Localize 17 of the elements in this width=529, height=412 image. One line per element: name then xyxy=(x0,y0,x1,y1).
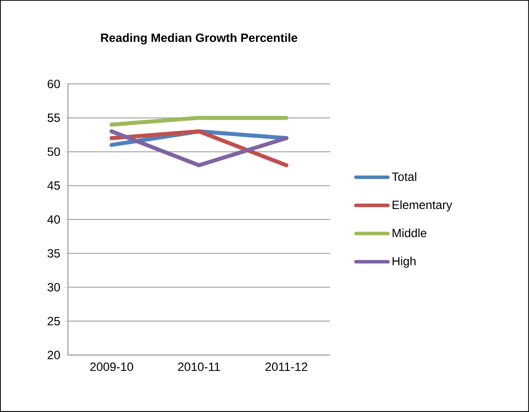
legend-label: Middle xyxy=(392,228,426,238)
chart-title: Reading Median Growth Percentile xyxy=(101,33,298,44)
y-tick-label: 45 xyxy=(47,181,60,190)
y-tick-label: 60 xyxy=(48,80,60,88)
y-tick-label: 55 xyxy=(48,114,60,122)
x-tick-label: 2010-11 xyxy=(178,362,220,372)
x-tick-label: 2009-10 xyxy=(90,362,134,372)
y-tick-label: 50 xyxy=(48,147,60,156)
y-tick-label: 40 xyxy=(47,215,60,224)
y-tick-label: 30 xyxy=(48,283,60,292)
legend-label: Elementary xyxy=(392,200,452,212)
legend-label: High xyxy=(392,256,416,268)
y-tick-label: 35 xyxy=(48,249,60,258)
x-tick-label: 2011-12 xyxy=(265,362,308,372)
y-tick-label: 25 xyxy=(48,316,60,326)
legend-label: Total xyxy=(392,172,416,181)
y-tick-label: 20 xyxy=(48,350,60,360)
